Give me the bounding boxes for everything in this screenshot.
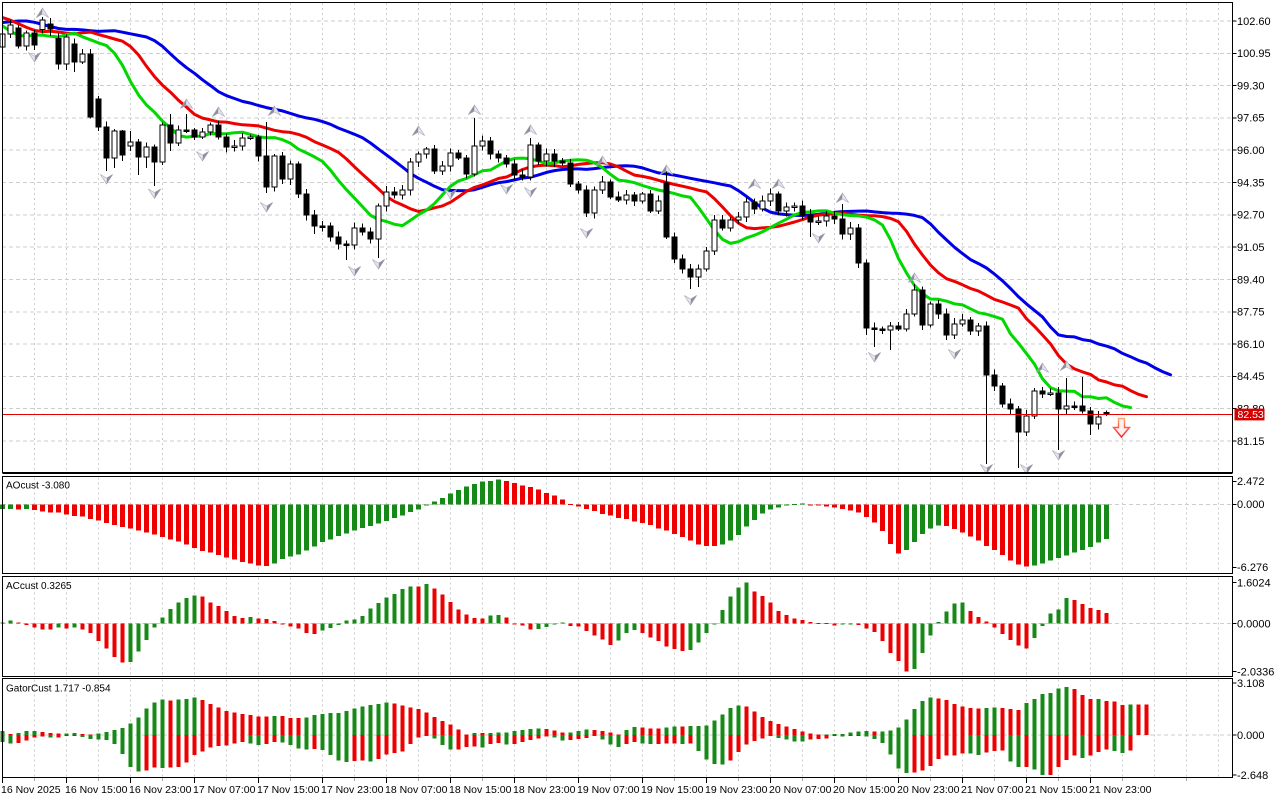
svg-text:GatorCust 1.717 -0.854: GatorCust 1.717 -0.854 [6, 684, 111, 695]
svg-text:3.108: 3.108 [1237, 678, 1265, 690]
svg-text:16 Nov 23:00: 16 Nov 23:00 [129, 784, 192, 796]
svg-text:100.95: 100.95 [1237, 48, 1271, 60]
svg-text:87.75: 87.75 [1237, 307, 1265, 319]
svg-text:17 Nov 23:00: 17 Nov 23:00 [321, 784, 384, 796]
svg-text:21 Nov 15:00: 21 Nov 15:00 [1025, 784, 1088, 796]
svg-text:-2.648: -2.648 [1237, 770, 1268, 782]
svg-text:1.6024: 1.6024 [1237, 577, 1271, 589]
svg-text:0.000: 0.000 [1237, 499, 1265, 511]
svg-text:20 Nov 23:00: 20 Nov 23:00 [897, 784, 960, 796]
svg-text:-2.0336: -2.0336 [1237, 667, 1274, 679]
svg-text:84.45: 84.45 [1237, 371, 1265, 383]
svg-text:102.60: 102.60 [1237, 16, 1271, 28]
svg-text:AOcust -3.080: AOcust -3.080 [6, 481, 70, 492]
svg-text:19 Nov 15:00: 19 Nov 15:00 [641, 784, 704, 796]
svg-text:82.53: 82.53 [1238, 409, 1264, 421]
svg-text:86.10: 86.10 [1237, 339, 1265, 351]
svg-text:18 Nov 23:00: 18 Nov 23:00 [513, 784, 576, 796]
svg-text:-6.276: -6.276 [1237, 562, 1268, 574]
svg-text:0.000: 0.000 [1237, 730, 1265, 742]
svg-text:92.70: 92.70 [1237, 210, 1265, 222]
svg-text:2.472: 2.472 [1237, 476, 1265, 488]
svg-text:20 Nov 07:00: 20 Nov 07:00 [769, 784, 832, 796]
svg-text:91.05: 91.05 [1237, 242, 1265, 254]
svg-text:97.65: 97.65 [1237, 113, 1265, 125]
svg-text:81.15: 81.15 [1237, 436, 1265, 448]
svg-text:89.40: 89.40 [1237, 274, 1265, 286]
svg-text:16 Nov 2025: 16 Nov 2025 [1, 784, 61, 796]
svg-text:21 Nov 23:00: 21 Nov 23:00 [1089, 784, 1152, 796]
svg-text:17 Nov 15:00: 17 Nov 15:00 [257, 784, 320, 796]
svg-text:20 Nov 15:00: 20 Nov 15:00 [833, 784, 896, 796]
svg-text:0.0000: 0.0000 [1237, 618, 1271, 630]
svg-text:18 Nov 07:00: 18 Nov 07:00 [385, 784, 448, 796]
svg-text:21 Nov 07:00: 21 Nov 07:00 [961, 784, 1024, 796]
svg-text:17 Nov 07:00: 17 Nov 07:00 [193, 784, 256, 796]
svg-text:19 Nov 23:00: 19 Nov 23:00 [705, 784, 768, 796]
svg-text:99.30: 99.30 [1237, 80, 1265, 92]
svg-text:19 Nov 07:00: 19 Nov 07:00 [577, 784, 640, 796]
svg-text:18 Nov 15:00: 18 Nov 15:00 [449, 784, 512, 796]
svg-text:96.00: 96.00 [1237, 145, 1265, 157]
svg-text:16 Nov 15:00: 16 Nov 15:00 [65, 784, 128, 796]
svg-text:94.35: 94.35 [1237, 177, 1265, 189]
svg-text:ACcust 0.3265: ACcust 0.3265 [6, 581, 72, 592]
